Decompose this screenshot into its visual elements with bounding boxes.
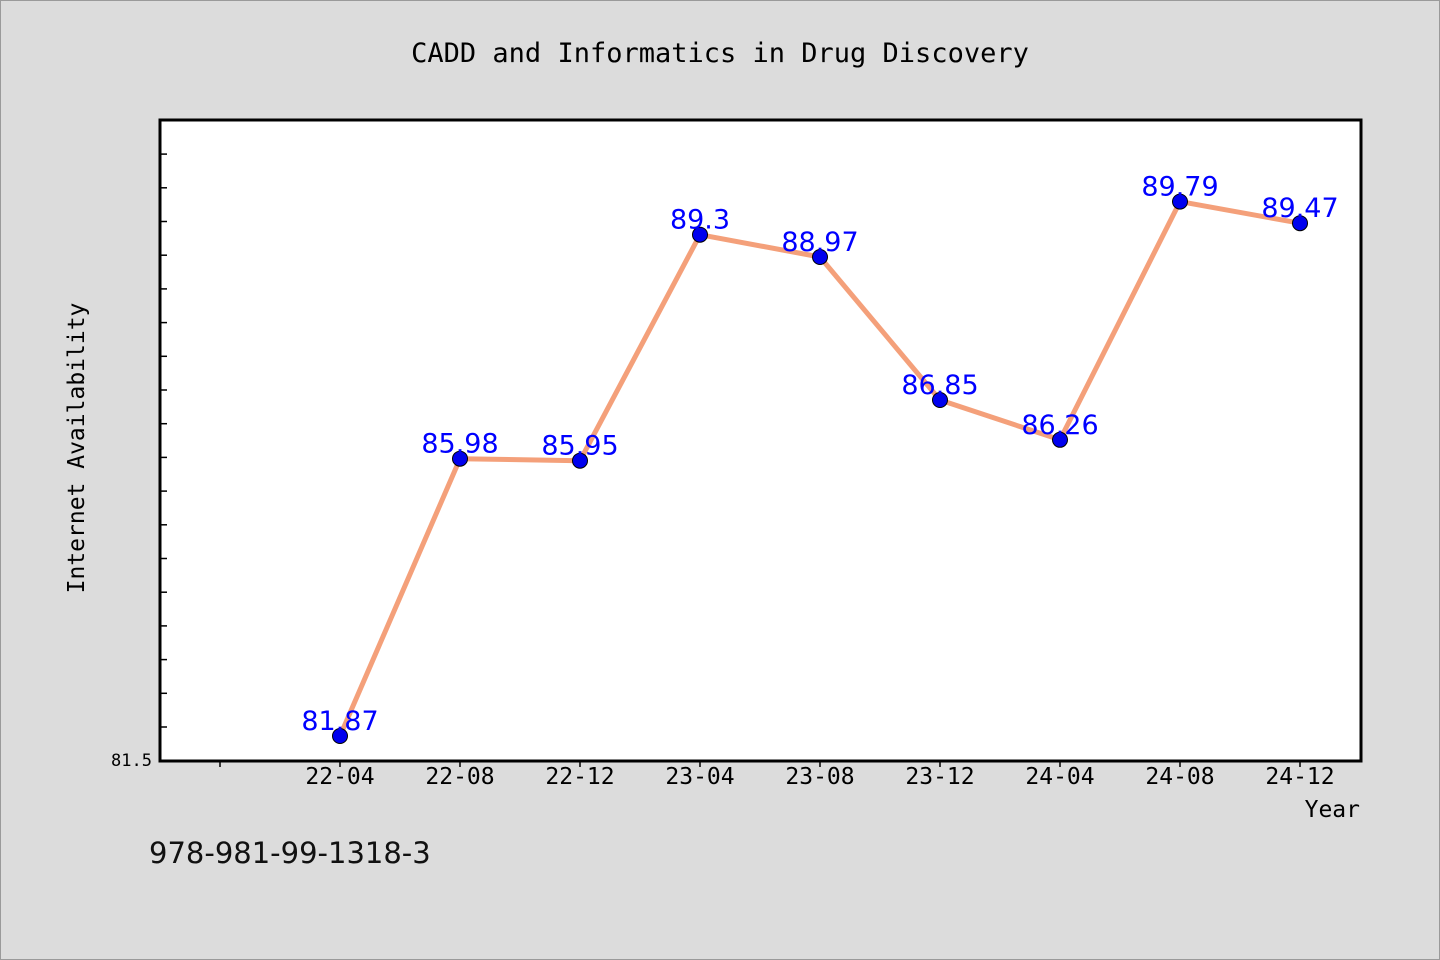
data-label: 85.98 bbox=[421, 429, 498, 460]
data-label: 85.95 bbox=[541, 431, 618, 462]
data-point bbox=[692, 226, 708, 243]
x-tick-label: 23-08 bbox=[785, 764, 854, 790]
x-tick-label: 24-12 bbox=[1265, 764, 1334, 790]
chart-title: CADD and Informatics in Drug Discovery bbox=[411, 38, 1029, 69]
data-point bbox=[812, 249, 828, 265]
data-point bbox=[572, 452, 588, 469]
data-point bbox=[932, 392, 948, 408]
y-axis-ticks bbox=[160, 153, 167, 728]
data-label: 86.26 bbox=[1021, 410, 1098, 441]
x-tick-label: 24-08 bbox=[1145, 764, 1214, 790]
data-label: 89.47 bbox=[1261, 193, 1338, 224]
data-label: 88.97 bbox=[781, 227, 858, 258]
data-point bbox=[332, 728, 348, 744]
data-label: 89.79 bbox=[1141, 172, 1218, 203]
x-tick-label: 24-04 bbox=[1025, 764, 1094, 790]
x-tick-label: 23-12 bbox=[905, 764, 974, 790]
x-tick-label: 23-04 bbox=[665, 764, 734, 790]
x-tick-label: 22-12 bbox=[545, 764, 614, 790]
data-point bbox=[1052, 431, 1068, 448]
data-points bbox=[332, 193, 1308, 744]
x-tick-label: 22-04 bbox=[305, 764, 374, 790]
data-point bbox=[1292, 215, 1308, 232]
x-axis-ticks bbox=[219, 761, 1301, 767]
plot-area bbox=[158, 118, 1363, 763]
x-axis-tick-labels: 22-04 22-08 22-12 23-04 23-08 23-12 24-04 24-08… bbox=[305, 764, 1334, 790]
footer-isbn: 978-981-99-1318-3 bbox=[149, 836, 431, 870]
x-tick-label: 22-08 bbox=[425, 764, 494, 790]
data-point bbox=[1172, 193, 1188, 210]
y-axis-label: Internet Availability bbox=[64, 303, 90, 594]
x-axis-label: Year bbox=[1305, 797, 1360, 823]
y-tick-label: 81.5 bbox=[111, 751, 152, 771]
data-labels: 81.87 85.98 85.95 89.3 88.97 86.85 86.26 89.79 8… bbox=[301, 172, 1338, 737]
data-label: 89.3 bbox=[670, 205, 730, 236]
data-label: 86.85 bbox=[901, 370, 978, 401]
data-point bbox=[452, 450, 468, 467]
data-label: 81.87 bbox=[301, 706, 378, 737]
